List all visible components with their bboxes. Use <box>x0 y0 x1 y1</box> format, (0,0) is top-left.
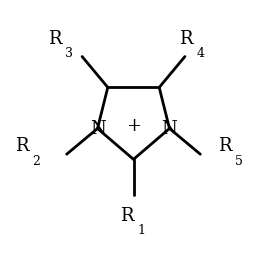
Text: 5: 5 <box>235 155 243 168</box>
Text: 3: 3 <box>65 47 73 60</box>
Text: R: R <box>15 137 28 155</box>
Text: 4: 4 <box>197 47 205 60</box>
Text: N: N <box>162 120 177 137</box>
Text: R: R <box>179 30 193 48</box>
Text: +: + <box>126 117 141 135</box>
Text: R: R <box>120 207 134 225</box>
Text: 2: 2 <box>32 155 40 168</box>
Text: R: R <box>48 30 61 48</box>
Text: N: N <box>90 120 105 137</box>
Text: R: R <box>218 137 231 155</box>
Text: 1: 1 <box>137 224 145 237</box>
